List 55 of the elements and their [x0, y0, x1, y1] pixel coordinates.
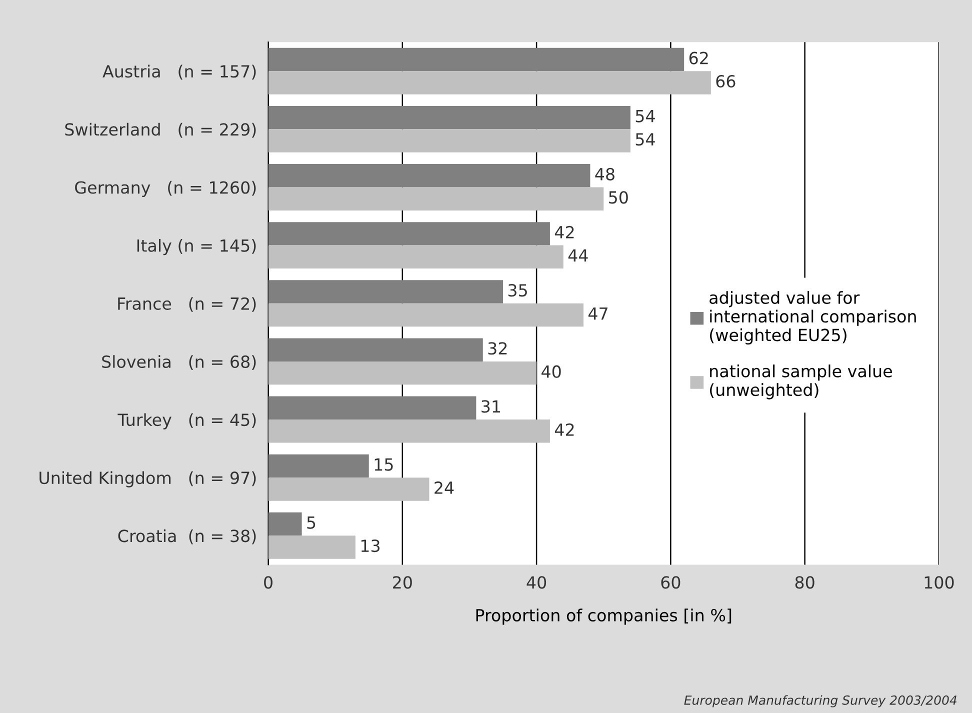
bar [268, 48, 684, 72]
data-label: 42 [554, 423, 574, 436]
bar [268, 396, 476, 420]
bar [268, 536, 356, 559]
bar [268, 164, 590, 188]
x-tick-label: 60 [661, 576, 680, 589]
data-label: 47 [588, 307, 608, 320]
y-tick-label: France (n = 72) [118, 297, 256, 312]
data-label: 40 [542, 365, 561, 378]
y-tick-label: Germany (n = 1260) [75, 180, 256, 198]
data-label: 31 [482, 400, 500, 413]
bar [268, 71, 711, 94]
data-label: 48 [595, 168, 614, 180]
x-tick-label: 80 [795, 576, 814, 589]
bar [268, 478, 430, 501]
y-tick-label: United Kingdom (n = 97) [40, 471, 256, 488]
bar [268, 129, 630, 152]
legend-label: adjusted value for international comparison (weighted EU25) [710, 291, 916, 345]
x-tick-label: 40 [526, 576, 546, 589]
bar [268, 512, 302, 536]
x-tick-label: 0 [264, 576, 272, 589]
data-label: 50 [609, 191, 628, 204]
y-tick-label: Italy (n = 145) [137, 238, 256, 256]
x-axis-title: Proportion of companies [in %] [476, 608, 732, 625]
data-label: 15 [374, 458, 393, 471]
bar [268, 361, 537, 385]
data-label: 54 [636, 133, 655, 146]
data-label: 35 [508, 284, 527, 297]
bar [268, 245, 564, 269]
data-label: 54 [636, 110, 655, 122]
y-tick-label: Turkey (n = 45) [118, 413, 256, 430]
data-label: 32 [488, 342, 507, 355]
y-tick-label: Switzerland (n = 229) [65, 122, 256, 138]
bar [268, 303, 584, 327]
bar [268, 338, 483, 362]
data-label: 24 [434, 481, 454, 494]
bar [268, 280, 504, 304]
data-label: 5 [307, 516, 316, 529]
bar [268, 420, 550, 443]
text: European Manufacturing Survey 2003/2004 [684, 695, 957, 708]
bar [268, 187, 604, 210]
data-label: 44 [568, 249, 588, 262]
data-label: 13 [361, 540, 380, 552]
x-tick-label: 20 [393, 576, 412, 589]
data-label: 42 [554, 226, 574, 238]
y-tick-label: Slovenia (n = 68) [102, 355, 256, 370]
bar [268, 106, 630, 130]
bar [268, 222, 550, 246]
data-label: 62 [689, 52, 708, 64]
bar [268, 454, 369, 478]
y-tick-label: Austria (n = 157) [102, 64, 256, 80]
legend-label: national sample value (unweighted) [710, 364, 892, 400]
y-tick-label: Croatia (n = 38) [118, 529, 256, 544]
data-label: 66 [716, 74, 736, 88]
x-tick-label: 100 [924, 576, 954, 589]
